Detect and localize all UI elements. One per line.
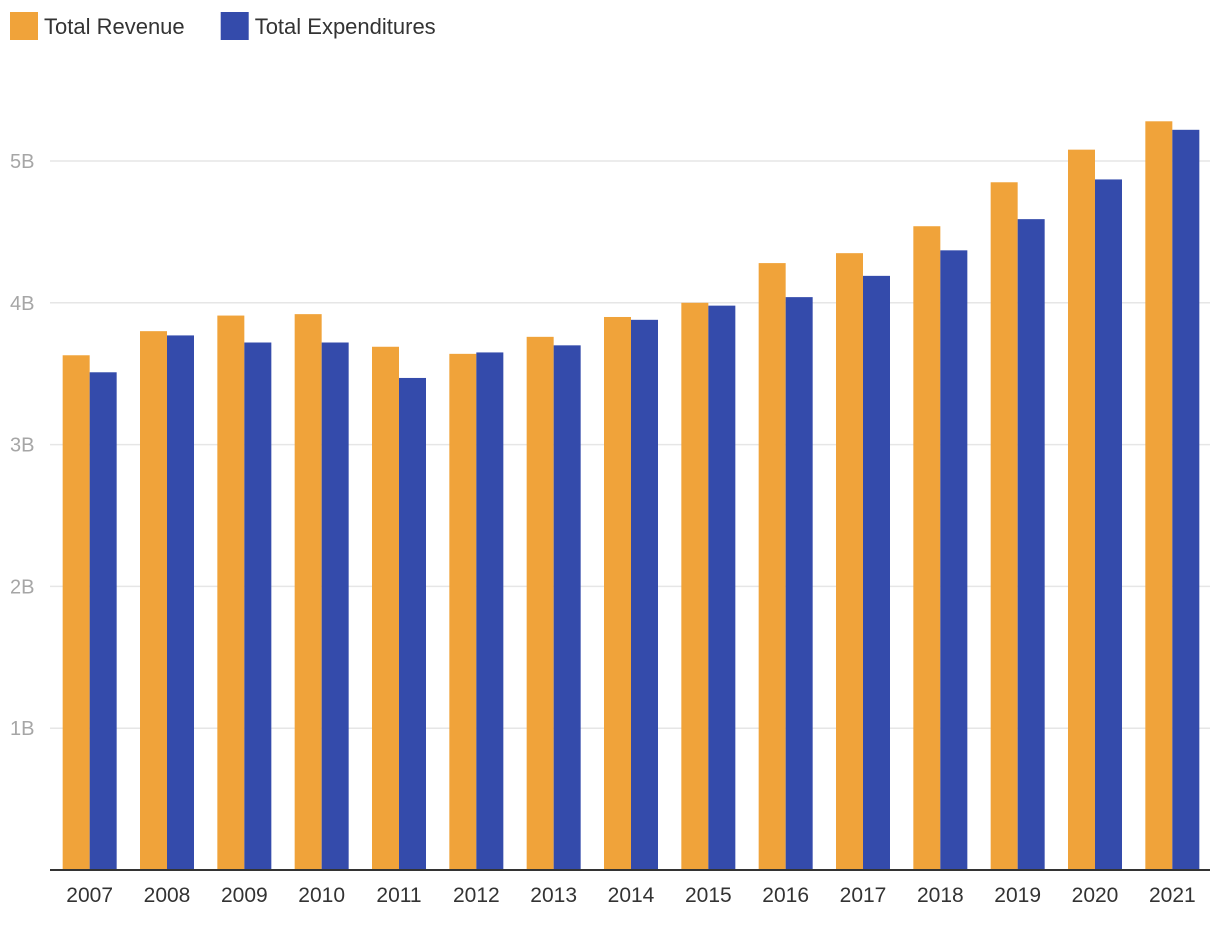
bar-group-2011 [372,346,426,870]
legend-label-total-expenditures: Total Expenditures [255,14,436,39]
bar-total-expenditures-2012 [476,352,504,870]
x-tick-label-2018: 2018 [917,884,964,907]
x-axis-ticks: 2007 2008 2009 2010 2011 2012 2013 2014 2015 2016… [66,884,1195,907]
bar-total-revenue-2017 [836,253,863,871]
legend-swatch-total-expenditures [220,12,249,40]
bar-total-expenditures-2013 [553,345,581,871]
x-tick-label-2021: 2021 [1149,884,1196,907]
bar-total-expenditures-2019 [1017,219,1045,870]
bar-total-revenue-2011 [372,346,399,870]
legend-label-total-revenue: Total Revenue [44,14,185,39]
bar-group-2016 [758,263,813,870]
bar-total-revenue-2015 [681,302,709,870]
y-tick-label-4b: 4B [10,293,34,315]
bar-total-revenue-2018 [913,226,941,870]
x-tick-label-2007: 2007 [66,884,113,907]
bar-group-2019 [990,182,1045,870]
x-tick-label-2011: 2011 [376,884,421,907]
y-axis-ticks: 1B 2B 3B 4B 5B [10,151,34,740]
x-tick-label-2012: 2012 [453,884,500,907]
bar-total-revenue-2012 [449,353,477,870]
bar-group-2018 [913,226,968,871]
bar-group-2008 [140,331,194,870]
x-tick-label-2020: 2020 [1072,884,1119,907]
bar-total-expenditures-2020 [1095,179,1122,870]
bar-group-2007 [62,355,117,870]
legend-swatch-total-revenue [10,12,38,40]
bar-total-revenue-2010 [294,314,322,870]
bar-group-2021 [1145,121,1200,870]
y-tick-label-3b: 3B [10,435,34,457]
bar-group-2009 [217,315,272,870]
bar-group-2014 [604,316,658,871]
bar-total-revenue-2013 [526,336,554,870]
x-tick-label-2014: 2014 [608,884,655,907]
bar-total-expenditures-2009 [244,342,272,870]
x-tick-label-2016: 2016 [762,884,809,907]
bar-total-revenue-2021 [1145,121,1173,870]
bar-total-expenditures-2008 [167,335,194,870]
bar-total-expenditures-2021 [1172,129,1200,870]
bar-total-expenditures-2010 [321,342,349,870]
bar-group-2013 [526,336,581,871]
x-tick-label-2008: 2008 [144,884,191,907]
bar-group-2012 [449,352,504,870]
x-tick-label-2015: 2015 [685,884,732,907]
bar-total-expenditures-2018 [940,250,968,871]
bar-total-expenditures-2011 [399,377,426,870]
bar-group-2020 [1068,149,1122,870]
legend: Total Revenue Total Expenditures [10,12,436,40]
bar-total-expenditures-2017 [863,275,890,870]
bar-group-2010 [294,314,349,870]
bar-total-revenue-2014 [604,316,631,871]
x-tick-label-2009: 2009 [221,884,268,907]
x-tick-label-2013: 2013 [530,884,577,907]
bar-total-revenue-2016 [758,263,786,870]
legend-item-total-expenditures: Total Expenditures [220,12,436,40]
bar-total-revenue-2008 [140,331,167,870]
y-tick-label-5b: 5B [10,151,34,173]
bar-total-revenue-2019 [990,182,1018,870]
bar-total-expenditures-2014 [631,319,658,870]
bar-group-2015 [681,302,736,870]
x-tick-label-2010: 2010 [298,884,345,907]
bar-total-expenditures-2015 [708,305,736,870]
bars [62,121,1200,871]
bar-total-expenditures-2007 [89,372,117,870]
x-tick-label-2017: 2017 [840,884,887,907]
x-tick-label-2019: 2019 [994,884,1041,907]
bar-total-expenditures-2016 [785,297,813,870]
legend-item-total-revenue: Total Revenue [10,12,185,40]
y-tick-label-1b: 1B [10,718,34,740]
bar-group-2017 [836,253,890,871]
bar-total-revenue-2020 [1068,149,1095,870]
bar-total-revenue-2007 [62,355,90,870]
y-tick-label-2b: 2B [10,576,34,598]
bar-total-revenue-2009 [217,315,245,870]
